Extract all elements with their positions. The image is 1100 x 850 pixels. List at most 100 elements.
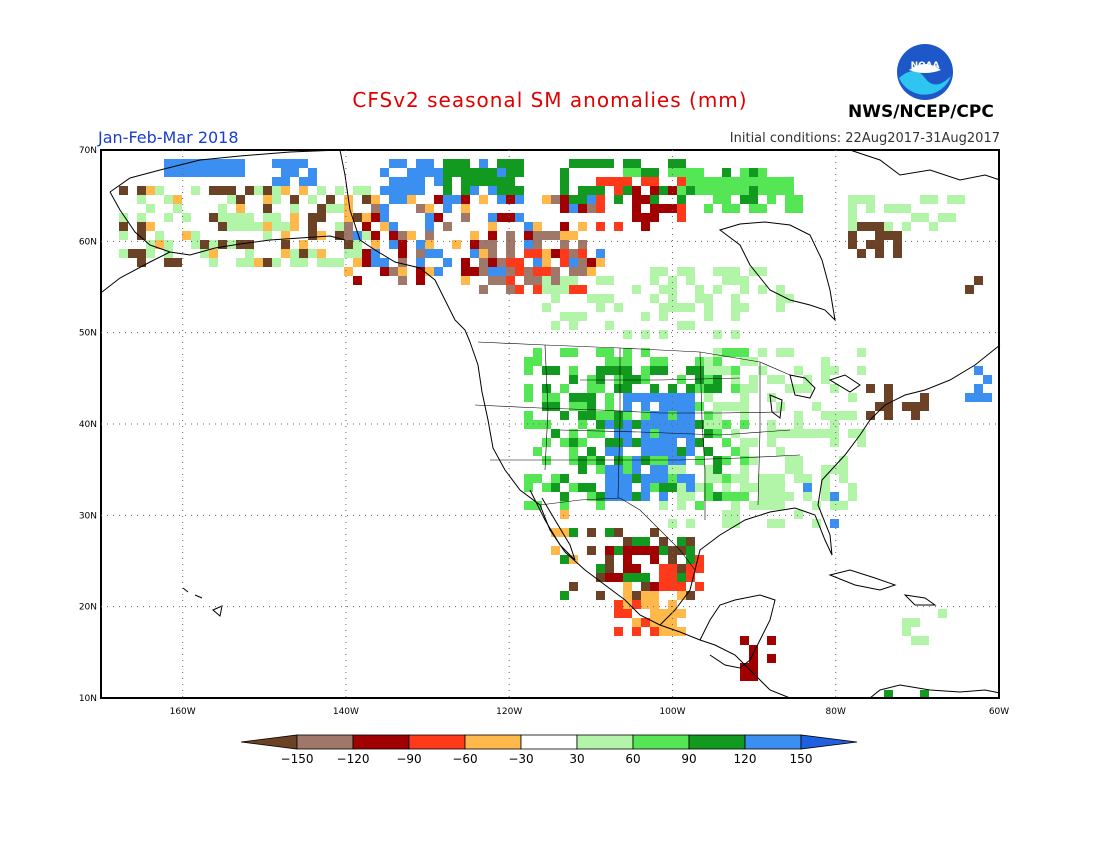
anomaly-cell [605,159,614,168]
anomaly-cell [623,591,632,600]
anomaly-cell [686,186,695,195]
anomaly-cell [623,564,632,573]
anomaly-cell [713,492,722,501]
anomaly-cell [767,492,776,501]
anomaly-cell [614,627,623,636]
anomaly-cell [578,285,587,294]
anomaly-cell [740,492,749,501]
anomaly-cell [704,204,713,213]
anomaly-cell [785,186,794,195]
anomaly-cell [920,195,929,204]
anomaly-cell [713,456,722,465]
anomaly-cell [632,474,641,483]
anomaly-cell [767,375,776,384]
anomaly-cell [668,447,677,456]
anomaly-cell [542,276,551,285]
anomaly-cell [641,492,650,501]
anomaly-cell [866,204,875,213]
anomaly-cell [533,240,542,249]
anomaly-cell [632,213,641,222]
anomaly-cell [596,303,605,312]
anomaly-cell [839,474,848,483]
anomaly-cell [137,222,146,231]
anomaly-cell [587,195,596,204]
anomaly-cell [686,573,695,582]
anomaly-cell [767,393,776,402]
anomaly-cell [956,195,965,204]
anomaly-cell [389,231,398,240]
anomaly-cell [605,474,614,483]
anomaly-cell [623,582,632,591]
anomaly-cell [677,609,686,618]
anomaly-cell [902,204,911,213]
anomaly-cell [722,177,731,186]
anomaly-cell [371,249,380,258]
anomaly-cell [659,483,668,492]
anomaly-cell [596,564,605,573]
anomaly-cell [695,366,704,375]
anomaly-cell [587,258,596,267]
anomaly-cell [542,402,551,411]
anomaly-cell [524,384,533,393]
anomaly-cell [569,159,578,168]
anomaly-cell [623,537,632,546]
anomaly-cell [479,159,488,168]
anomaly-cell [731,186,740,195]
anomaly-cell [677,474,686,483]
anomaly-cell [551,528,560,537]
anomaly-cell [623,366,632,375]
anomaly-cell [362,213,371,222]
anomaly-cell [776,501,785,510]
anomaly-cell [560,168,569,177]
anomaly-cell [209,159,218,168]
anomaly-cell [677,303,686,312]
anomaly-cell [659,186,668,195]
anomaly-cell [668,393,677,402]
anomaly-cell [677,456,686,465]
anomaly-cell [578,483,587,492]
anomaly-cell [533,348,542,357]
anomaly-cell [722,420,731,429]
anomaly-cell [218,222,227,231]
anomaly-cell [218,159,227,168]
lat-tick-label: 60N [79,237,97,247]
lon-tick-label: 120W [496,707,522,717]
anomaly-cell [344,249,353,258]
anomaly-cell [488,186,497,195]
anomaly-cell [686,537,695,546]
anomaly-cell [749,375,758,384]
anomaly-cell [740,285,749,294]
anomaly-cell [569,258,578,267]
anomaly-cell [281,186,290,195]
anomaly-cell [281,168,290,177]
anomaly-cell [164,213,173,222]
anomaly-cell [587,447,596,456]
anomaly-cell [344,213,353,222]
anomaly-cell [470,186,479,195]
anomaly-cell [479,168,488,177]
anomaly-cell [605,348,614,357]
anomaly-cell [344,231,353,240]
anomaly-cell [587,429,596,438]
anomaly-cell [875,249,884,258]
anomaly-cell [461,204,470,213]
anomaly-cell [749,672,758,681]
anomaly-cell [479,285,488,294]
anomaly-cell [668,276,677,285]
anomaly-cell [722,348,731,357]
anomaly-cell [974,384,983,393]
anomaly-cell [659,573,668,582]
anomaly-cell [596,501,605,510]
anomaly-cell [542,483,551,492]
anomaly-cell [677,492,686,501]
anomaly-cell [524,420,533,429]
anomaly-cell [767,483,776,492]
anomaly-cell [659,609,668,618]
anomaly-cell [686,276,695,285]
anomaly-cell [416,249,425,258]
anomaly-cell [776,348,785,357]
anomaly-cell [668,456,677,465]
anomaly-cell [479,177,488,186]
anomaly-cell [623,429,632,438]
anomaly-cell [731,204,740,213]
